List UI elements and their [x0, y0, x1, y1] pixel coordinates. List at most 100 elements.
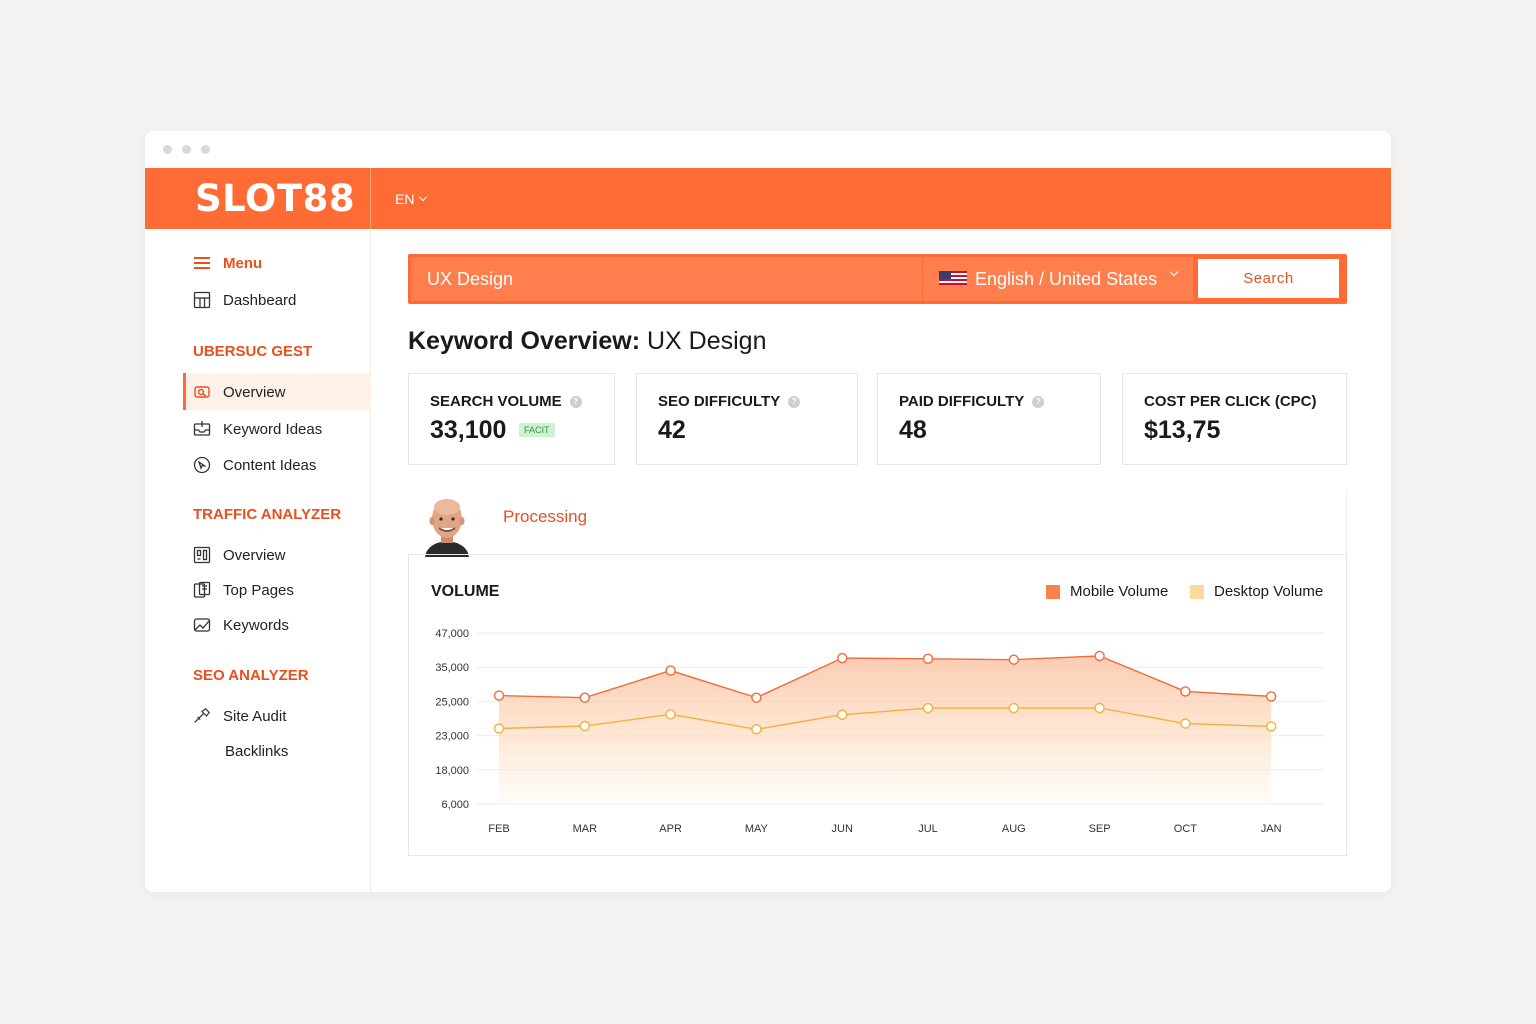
- y-tick-label: 23,000: [435, 731, 469, 743]
- legend-label: Desktop Volume: [1214, 583, 1324, 600]
- sidebar-item-label: Keywords: [223, 616, 289, 634]
- series-line-mobile: [498, 655, 1272, 699]
- data-point-desktop[interactable]: [1094, 702, 1105, 714]
- metric-card-cpc: COST PER CLICK (CPC) $13,75: [1122, 373, 1347, 465]
- info-icon[interactable]: ?: [788, 395, 801, 408]
- window-titlebar: [145, 131, 1391, 168]
- data-point-desktop[interactable]: [493, 723, 505, 734]
- tool-icon: [193, 707, 211, 725]
- x-tick-label: MAR: [573, 823, 598, 835]
- x-tick-label: OCT: [1174, 823, 1198, 835]
- sidebar-item-label: Overview: [223, 546, 286, 564]
- hamburger-icon: [193, 254, 211, 272]
- info-icon[interactable]: ?: [569, 395, 582, 408]
- data-point-desktop[interactable]: [1266, 721, 1277, 732]
- sidebar-item-keyword-ideas[interactable]: Keyword Ideas: [193, 418, 322, 440]
- legend-label: Mobile Volume: [1070, 583, 1169, 600]
- metric-card-paid-difficulty: PAID DIFFICULTY ? 48: [877, 373, 1101, 465]
- search-button[interactable]: Search: [1198, 259, 1339, 298]
- chevron-down-icon: [1169, 267, 1179, 277]
- sidebar-item-overview[interactable]: Overview: [193, 381, 286, 403]
- chart-title: VOLUME: [431, 583, 500, 600]
- data-point-mobile[interactable]: [1008, 654, 1019, 665]
- inbox-icon: [193, 420, 211, 438]
- y-tick-label: 18,000: [435, 765, 469, 777]
- sidebar-item-top-pages[interactable]: Top Pages: [193, 579, 294, 601]
- x-tick-label: APR: [659, 823, 682, 835]
- data-point-mobile[interactable]: [751, 692, 762, 703]
- sidebar-item-label: Backlinks: [225, 742, 289, 760]
- data-point-desktop[interactable]: [922, 702, 934, 714]
- locale-label: English / United States: [975, 268, 1158, 289]
- sidebar-item-backlinks[interactable]: Backlinks: [225, 740, 288, 762]
- data-point-mobile[interactable]: [922, 653, 934, 665]
- page-title: Keyword Overview: UX Design: [408, 327, 766, 356]
- data-point-mobile[interactable]: [1094, 650, 1105, 662]
- data-point-desktop[interactable]: [837, 709, 848, 720]
- metric-value: 42: [658, 416, 686, 444]
- y-tick-label: 35,000: [435, 662, 469, 674]
- chevron-down-icon: [419, 192, 428, 202]
- menu-toggle[interactable]: Menu: [193, 252, 262, 274]
- page-title-keyword: UX Design: [646, 327, 767, 355]
- sidebar-item-site-audit[interactable]: Site Audit: [193, 705, 286, 727]
- info-icon[interactable]: ?: [1032, 395, 1045, 408]
- sidebar-item-dashboard[interactable]: Dashbeard: [193, 289, 296, 311]
- x-tick-label: SEP: [1089, 823, 1111, 835]
- x-tick-label: JUN: [832, 823, 853, 835]
- metric-label: PAID DIFFICULTY ?: [899, 393, 1045, 410]
- top-bar: SLOT88 EN: [145, 168, 1391, 229]
- legend-swatch: [1046, 584, 1060, 599]
- legend-swatch: [1190, 584, 1204, 599]
- series-area-mobile: [499, 655, 1272, 804]
- locale-selector[interactable]: English / United States: [923, 257, 1193, 301]
- browser-window: SLOT88 EN Menu Dashbeard UBERSUC GEST Ov: [145, 131, 1391, 892]
- metric-label-text: COST PER CLICK (CPC): [1144, 393, 1317, 410]
- data-point-mobile[interactable]: [1266, 691, 1277, 702]
- data-point-mobile[interactable]: [579, 692, 591, 703]
- metric-label-text: SEARCH VOLUME: [430, 393, 562, 410]
- status-badge: FACIT: [519, 423, 555, 437]
- metric-label: SEO DIFFICULTY ?: [658, 393, 801, 410]
- metric-value: 33,100: [430, 416, 507, 444]
- keywords-icon: [193, 616, 211, 634]
- sidebar-item-content-ideas[interactable]: Content Ideas: [193, 454, 316, 476]
- y-tick-label: 25,000: [435, 696, 469, 708]
- x-tick-label: AUG: [1002, 823, 1026, 835]
- data-point-mobile[interactable]: [837, 652, 848, 664]
- y-tick-label: 47,000: [435, 628, 469, 640]
- data-point-mobile[interactable]: [493, 690, 505, 701]
- volume-chart: 47,000 35,000 25,000 23,000 18,000 6,000 FEB MA…: [435, 628, 1324, 835]
- data-point-desktop[interactable]: [1180, 718, 1191, 729]
- dashboard-icon: [193, 291, 211, 309]
- keyword-search-input[interactable]: [411, 257, 922, 301]
- series-line-desktop: [498, 707, 1272, 731]
- metric-label-text: SEO DIFFICULTY: [658, 393, 781, 410]
- metric-label-text: PAID DIFFICULTY: [899, 393, 1025, 410]
- brand-logo[interactable]: SLOT88: [195, 177, 356, 220]
- metric-label: COST PER CLICK (CPC): [1144, 393, 1317, 410]
- x-tick-label: JUL: [918, 823, 938, 835]
- language-selector[interactable]: EN: [395, 191, 428, 207]
- content-ideas-icon: [193, 456, 211, 474]
- menu-label: Menu: [223, 254, 263, 272]
- active-item-highlight: [183, 373, 371, 410]
- data-point-desktop[interactable]: [579, 720, 591, 732]
- x-tick-label: JAN: [1261, 823, 1282, 835]
- page-title-prefix: Keyword Overview:: [408, 327, 641, 355]
- language-label: EN: [395, 191, 415, 207]
- sidebar-item-traffic-overview[interactable]: Overview: [193, 544, 286, 566]
- data-point-mobile[interactable]: [665, 665, 676, 676]
- data-point-desktop[interactable]: [1008, 702, 1019, 714]
- sidebar-item-keywords[interactable]: Keywords: [193, 614, 289, 636]
- data-point-desktop[interactable]: [751, 724, 762, 735]
- data-point-desktop[interactable]: [665, 709, 676, 720]
- metric-value: $13,75: [1144, 416, 1221, 444]
- sidebar-item-label: Content Ideas: [223, 456, 317, 474]
- sidebar-item-label: Keyword Ideas: [223, 420, 323, 438]
- pages-icon: [193, 581, 211, 599]
- sidebar-item-label: Top Pages: [223, 581, 294, 599]
- data-point-mobile[interactable]: [1180, 686, 1191, 697]
- legend-item-mobile: Mobile Volume: [1046, 583, 1168, 600]
- legend-item-desktop: Desktop Volume: [1190, 583, 1323, 600]
